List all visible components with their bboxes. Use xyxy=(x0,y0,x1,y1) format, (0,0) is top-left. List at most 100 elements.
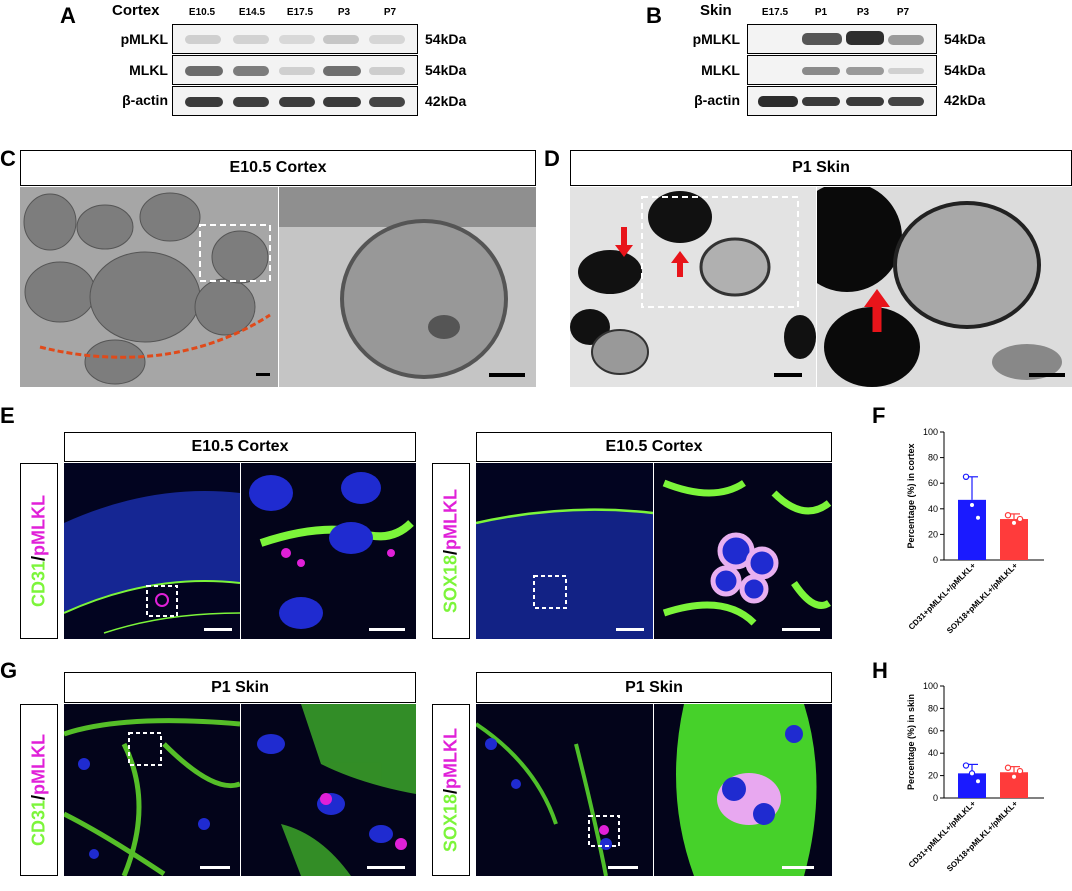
x-category-label: SOX18+pMLKL+/pMLKL+ xyxy=(945,799,1020,874)
x-category-label: SOX18+pMLKL+/pMLKL+ xyxy=(945,561,1020,636)
blot-strip-mlkl xyxy=(747,55,937,85)
bar-chart-skin: Percentage (%) in skin 0 20 40 60 80 100 CD31+p… xyxy=(906,681,1044,874)
stain-pmlkl: pMLKL xyxy=(28,733,49,795)
separator: / xyxy=(28,794,49,800)
fluor-g-left-overview xyxy=(64,704,240,876)
marker-cd31: CD31 xyxy=(28,560,49,608)
em-d-title: P1 Skin xyxy=(792,159,850,176)
bar xyxy=(958,773,986,798)
data-point xyxy=(974,777,982,785)
blot-strip-actin xyxy=(172,86,418,116)
lane-label: E10.5 xyxy=(188,7,216,18)
lane-label: E17.5 xyxy=(286,7,314,18)
stain-pmlkl: pMLKL xyxy=(28,494,49,556)
y-tick-label: 40 xyxy=(928,504,938,514)
panel-label-b: B xyxy=(646,3,662,28)
em-d-title-box: P1 Skin xyxy=(570,150,1072,186)
fluor-g-left-zoom xyxy=(241,704,416,876)
stain-pmlkl: pMLKL xyxy=(440,488,461,550)
separator: / xyxy=(440,788,461,794)
em-c-zoom-image xyxy=(279,187,536,387)
marker-cd31: CD31 xyxy=(28,799,49,847)
data-point xyxy=(968,501,976,509)
panel-label-d: D xyxy=(544,146,560,171)
panel-label-e: E xyxy=(0,403,15,428)
y-axis-label: Percentage (%) in cortex xyxy=(906,443,916,548)
em-d-zoom-image xyxy=(817,187,1072,387)
fluor-e-left-overview xyxy=(64,463,240,639)
fluor-e-right-channel-label: SOX18/pMLKL xyxy=(432,463,470,639)
data-point xyxy=(962,473,970,481)
fluor-g-right-zoom xyxy=(654,704,832,876)
kda-label: 42kDa xyxy=(944,92,986,108)
blot-strip-pmlkl xyxy=(172,24,418,54)
y-tick-label: 0 xyxy=(933,793,938,803)
fluor-e-left-channel-label: CD31/pMLKL xyxy=(20,463,58,639)
blot-b-title: Skin xyxy=(700,2,732,19)
blot-strip-pmlkl xyxy=(747,24,937,54)
data-point xyxy=(1010,773,1018,780)
fluor-e-right-overview xyxy=(476,463,653,639)
fluor-e-left-title: E10.5 Cortex xyxy=(191,438,289,455)
x-category-label: CD31+pMLKL+/pMLKL+ xyxy=(907,799,978,870)
y-tick-label: 20 xyxy=(928,529,938,539)
fluor-g-left-title-box: P1 Skin xyxy=(64,672,416,703)
blot-row-label: MLKL xyxy=(701,62,740,78)
fluor-e-right-zoom xyxy=(654,463,832,639)
data-point xyxy=(1010,519,1018,527)
lane-label: P3 xyxy=(856,7,870,18)
y-tick-label: 20 xyxy=(928,771,938,781)
kda-label: 54kDa xyxy=(425,62,467,78)
separator: / xyxy=(28,555,49,561)
bar-chart-cortex: Percentage (%) in cortex 0 20 40 60 80 100 CD31… xyxy=(906,427,1044,636)
separator: / xyxy=(440,549,461,555)
kda-label: 54kDa xyxy=(944,62,986,78)
marker-sox18: SOX18 xyxy=(440,554,461,614)
blot-row-label: β-actin xyxy=(122,92,168,108)
fluor-e-right-title-box: E10.5 Cortex xyxy=(476,432,832,462)
blot-row-label: MLKL xyxy=(129,62,168,78)
data-point xyxy=(962,762,970,769)
fluor-e-left-title-box: E10.5 Cortex xyxy=(64,432,416,462)
lane-label: E17.5 xyxy=(761,7,789,18)
blot-row-label: β-actin xyxy=(694,92,740,108)
fluor-e-left-zoom xyxy=(241,463,416,639)
em-c-title-box: E10.5 Cortex xyxy=(20,150,536,186)
fluor-g-left-title: P1 Skin xyxy=(211,678,269,696)
fluor-g-right-channel-label: SOX18/pMLKL xyxy=(432,704,470,876)
data-point xyxy=(968,770,976,777)
kda-label: 54kDa xyxy=(425,31,467,47)
y-tick-label: 40 xyxy=(928,748,938,758)
y-tick-label: 60 xyxy=(928,726,938,736)
data-point xyxy=(1004,511,1012,519)
data-point xyxy=(1016,767,1024,775)
panel-label-c: C xyxy=(0,146,16,171)
blot-strip-mlkl xyxy=(172,55,418,85)
blot-row-label: pMLKL xyxy=(120,31,168,47)
blot-a-title: Cortex xyxy=(112,2,160,19)
fluor-g-right-title-box: P1 Skin xyxy=(476,672,832,703)
kda-label: 54kDa xyxy=(944,31,986,47)
fluor-g-right-overview xyxy=(476,704,653,876)
lane-label: P7 xyxy=(896,7,910,18)
data-point xyxy=(1016,515,1024,523)
data-point xyxy=(974,514,982,521)
y-tick-label: 80 xyxy=(928,703,938,713)
y-tick-label: 0 xyxy=(933,555,938,565)
y-tick-label: 100 xyxy=(923,681,938,691)
em-c-title: E10.5 Cortex xyxy=(229,159,327,176)
marker-sox18: SOX18 xyxy=(440,793,461,853)
lane-label: P1 xyxy=(814,7,828,18)
kda-label: 42kDa xyxy=(425,93,467,109)
lane-label: E14.5 xyxy=(238,7,266,18)
em-c-overview-image xyxy=(20,187,278,387)
fluor-g-left-channel-label: CD31/pMLKL xyxy=(20,704,58,876)
stain-pmlkl: pMLKL xyxy=(440,727,461,789)
y-tick-label: 60 xyxy=(928,478,938,488)
blot-strip-actin xyxy=(747,86,937,116)
panel-label-h: H xyxy=(872,658,888,683)
panel-label-a: A xyxy=(60,3,76,28)
em-d-overview-image xyxy=(570,187,816,387)
fluor-g-right-title: P1 Skin xyxy=(625,678,683,696)
x-category-label: CD31+pMLKL+/pMLKL+ xyxy=(907,561,978,632)
